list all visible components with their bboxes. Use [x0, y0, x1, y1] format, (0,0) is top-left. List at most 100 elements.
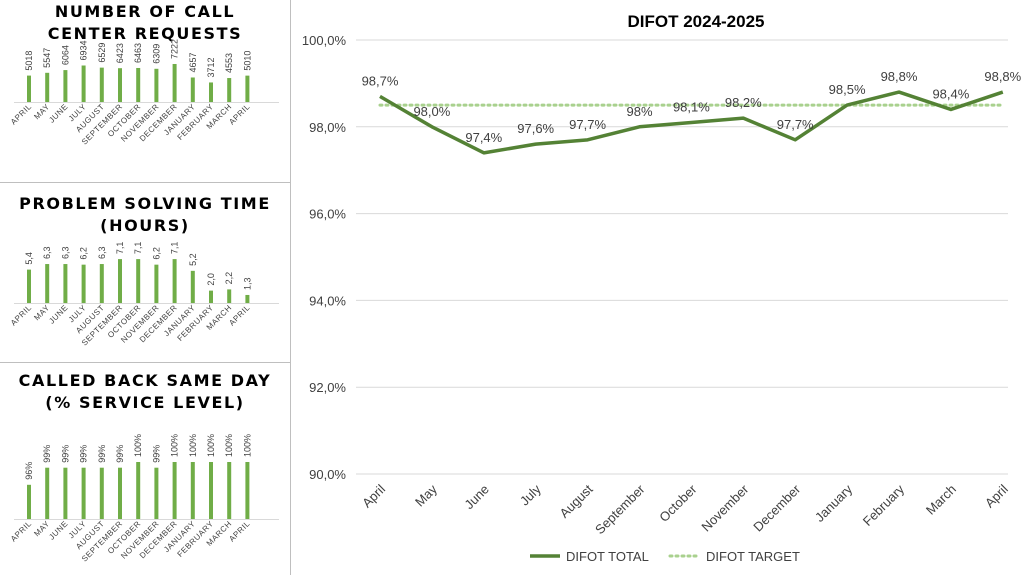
called-back-same-day-chart: 96%APRIL99%MAY99%JUNE99%JULY99%AUGUST99%… [9, 434, 279, 563]
data-label: 98,2% [725, 95, 762, 110]
legend-total-label: DIFOT TOTAL [566, 549, 649, 564]
y-tick-label: 96,0% [309, 207, 346, 222]
category-label: JUNE [47, 519, 70, 542]
bar-value-label: 7,1 [115, 242, 125, 255]
panel-title: PROBLEM SOLVING TIME (HOURS) [0, 193, 290, 237]
bar-value-label: 6064 [60, 45, 70, 65]
x-tick-label: August [556, 481, 595, 520]
panel-title-line1: PROBLEM SOLVING TIME [19, 194, 271, 213]
bar-value-label: 2,2 [224, 272, 234, 285]
bar [227, 78, 232, 102]
difot-line-chart: DIFOT 2024-2025 100,0% 98,0% 96,0% 94,0% 92,0… [302, 12, 1022, 564]
x-tick-label: October [656, 481, 700, 525]
bar-value-label: 6423 [115, 43, 125, 63]
bar [27, 75, 31, 102]
panel-title: NUMBER OF CALL CENTER REQUESTS [0, 1, 290, 45]
bar-value-label: 99% [151, 445, 161, 463]
category-label: JUNE [47, 102, 70, 125]
bar-value-label: 6,2 [151, 247, 161, 260]
bar-value-label: 100% [242, 434, 252, 457]
bar [63, 264, 68, 303]
bar [172, 259, 177, 303]
y-tick-label: 98,0% [309, 120, 346, 135]
x-tick-label: April [982, 481, 1011, 510]
data-label: 98,1% [673, 99, 710, 114]
bar-value-label: 5547 [42, 48, 52, 68]
bar [154, 264, 159, 303]
bar-value-label: 4553 [224, 53, 234, 73]
x-tick-label: February [860, 481, 908, 529]
category-label: APRIL [9, 303, 34, 328]
bar-value-label: 6,3 [97, 247, 107, 260]
category-label: APRIL [9, 102, 34, 127]
x-tick-label: April [359, 481, 388, 510]
y-tick-label: 90,0% [309, 467, 346, 482]
bar [190, 270, 195, 303]
x-tick-label: December [750, 481, 803, 534]
bar-value-label: 5018 [24, 51, 34, 71]
x-tick-label: September [592, 481, 648, 537]
difot-chart-panel: DIFOT 2024-2025 100,0% 98,0% 96,0% 94,0% 92,0… [292, 0, 1024, 575]
bar [118, 68, 122, 102]
bar [209, 82, 213, 102]
data-label: 98,8% [881, 69, 918, 84]
bar-value-label: 99% [97, 445, 107, 463]
problem-solving-time-panel: PROBLEM SOLVING TIME (HOURS) 5,4 APRIL 6,3… [0, 184, 290, 363]
bar [99, 264, 104, 303]
bar [209, 462, 213, 519]
bar [27, 269, 31, 303]
bar [81, 65, 86, 102]
bar-value-label: 4657 [188, 52, 198, 72]
bar-value-label: 7,1 [170, 242, 180, 255]
bar [45, 467, 50, 519]
panel-title-line2: (% SERVICE LEVEL) [45, 393, 245, 412]
panel-title-line2: (HOURS) [100, 216, 190, 235]
data-label: 98% [626, 104, 652, 119]
bar [81, 467, 86, 519]
bar [209, 290, 213, 303]
bar-value-label: 5,2 [188, 253, 198, 266]
data-label: 98,7% [362, 73, 399, 88]
category-label: APRIL [9, 519, 34, 544]
y-tick-label: 92,0% [309, 380, 346, 395]
bar-value-label: 2,0 [206, 273, 216, 286]
bar [190, 462, 195, 519]
bar-value-label: 5,4 [24, 252, 34, 265]
bar-value-label: 99% [60, 445, 70, 463]
panel-divider [290, 0, 291, 575]
bar-value-label: 6,2 [79, 247, 89, 260]
bar [118, 259, 122, 303]
x-tick-label: June [461, 482, 492, 513]
panel-title-line1: NUMBER OF CALL [54, 2, 236, 21]
panel-title: CALLED BACK SAME DAY (% SERVICE LEVEL) [0, 370, 290, 414]
data-label: 98,0% [413, 104, 450, 119]
bar-value-label: 7,1 [133, 242, 143, 255]
data-label: 98,8% [984, 69, 1021, 84]
bar [81, 264, 86, 303]
bar-value-label: 100% [206, 434, 216, 457]
x-tick-label: January [812, 481, 856, 525]
difot-total-line [379, 90, 1004, 155]
bar-value-label: 7222 [170, 39, 180, 59]
bar-value-label: 100% [224, 434, 234, 457]
bar [99, 67, 104, 102]
bar-value-label: 5010 [242, 51, 252, 71]
bar [245, 462, 250, 519]
bar-value-label: 100% [170, 434, 180, 457]
called-back-same-day-panel: CALLED BACK SAME DAY (% SERVICE LEVEL) 9… [0, 364, 290, 575]
bar [245, 75, 250, 102]
bar-value-label: 99% [115, 445, 125, 463]
data-label: 97,6% [517, 121, 554, 136]
data-label: 97,7% [777, 117, 814, 132]
bar-value-label: 6529 [97, 43, 107, 63]
bar [45, 264, 50, 303]
data-label: 98,4% [932, 86, 969, 101]
bar-value-label: 3712 [206, 57, 216, 77]
bar-value-label: 6463 [133, 43, 143, 63]
call-center-requests-chart: 5018APRIL5547MAY6064JUNE6934JULY6529AUGU… [9, 39, 279, 146]
bar [154, 467, 159, 519]
data-label: 97,7% [569, 117, 606, 132]
panel-title-line2: CENTER REQUESTS [47, 24, 243, 43]
bar [63, 467, 68, 519]
bar [172, 462, 177, 519]
